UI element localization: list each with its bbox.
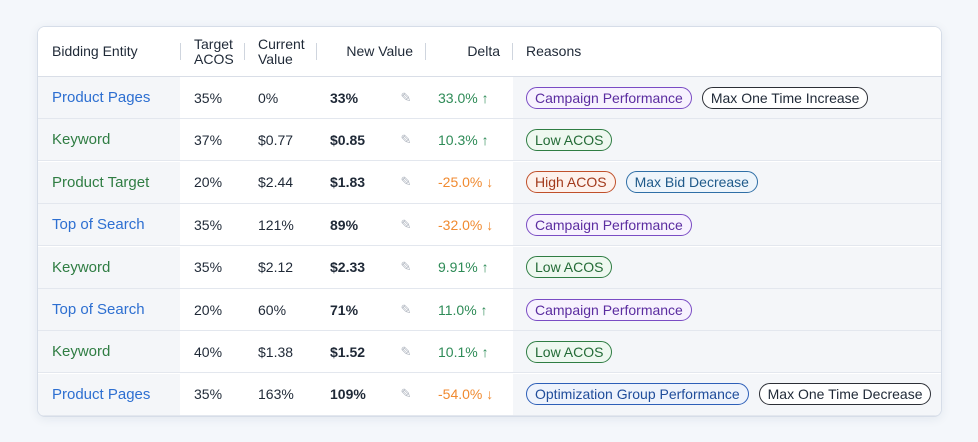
pencil-icon[interactable]: ✎	[400, 174, 412, 190]
column-divider[interactable]	[316, 43, 317, 60]
new-value[interactable]: 89%	[318, 204, 425, 246]
header-current-line1: Current	[258, 35, 305, 52]
reason-badge[interactable]: Max One Time Decrease	[758, 383, 932, 406]
header-reasons[interactable]: Reasons	[513, 27, 941, 76]
current-value: $1.38	[244, 331, 318, 373]
new-value[interactable]: 71%	[318, 289, 425, 330]
pencil-icon[interactable]: ✎	[400, 89, 412, 105]
current-value: 60%	[244, 289, 318, 330]
reasons-cell: Campaign Performance	[513, 289, 941, 330]
bidding-entity-link[interactable]: Product Pages	[38, 77, 180, 118]
reasons-cell: Low ACOS	[513, 246, 941, 288]
reason-badge[interactable]: High ACOS	[526, 171, 616, 194]
column-divider[interactable]	[244, 43, 245, 60]
current-value: 163%	[244, 373, 318, 415]
delta-value: -25.0% ↓	[425, 161, 513, 203]
header-current-line2: Value	[258, 50, 293, 67]
pencil-icon[interactable]: ✎	[400, 216, 412, 232]
delta-value: -32.0% ↓	[425, 204, 513, 246]
reason-badge[interactable]: Optimization Group Performance	[526, 383, 749, 406]
table-row: Keyword 40% $1.38 $1.52 ✎ 10.1% ↑ Low ACOS	[38, 331, 941, 374]
current-value: $2.12	[244, 246, 318, 288]
reasons-cell: Optimization Group Performance Max One Ti…	[513, 373, 941, 415]
column-divider[interactable]	[512, 43, 513, 60]
bidding-entity-link[interactable]: Product Pages	[38, 373, 180, 415]
target-acos: 20%	[180, 289, 244, 330]
pencil-icon[interactable]: ✎	[400, 343, 412, 359]
delta-value: 33.0% ↑	[425, 77, 513, 118]
current-value: $2.44	[244, 161, 318, 203]
header-target-acos[interactable]: Target ACOS	[180, 27, 244, 76]
target-acos: 35%	[180, 204, 244, 246]
reason-badge[interactable]: Campaign Performance	[526, 86, 692, 109]
reason-badge[interactable]: Campaign Performance	[526, 213, 692, 236]
table-row: Top of Search 35% 121% 89% ✎ -32.0% ↓ Campaign…	[38, 204, 941, 247]
delta-value: -54.0% ↓	[425, 373, 513, 415]
current-value: $0.77	[244, 119, 318, 161]
current-value: 121%	[244, 204, 318, 246]
reasons-cell: Campaign Performance	[513, 204, 941, 246]
bidding-entity-link[interactable]: Keyword	[38, 119, 180, 161]
new-value[interactable]: $1.83	[318, 161, 425, 203]
reason-badge[interactable]: Low ACOS	[526, 128, 613, 151]
bidding-entity-link[interactable]: Keyword	[38, 331, 180, 373]
bidding-entity-link[interactable]: Product Target	[38, 161, 180, 203]
header-target-line1: Target	[194, 35, 233, 52]
new-value[interactable]: $2.33	[318, 246, 425, 288]
new-value[interactable]: 33%	[318, 77, 425, 118]
new-value[interactable]: $0.85	[318, 119, 425, 161]
header-new-value[interactable]: New Value	[318, 27, 425, 76]
reason-badge[interactable]: Campaign Performance	[526, 298, 692, 321]
header-current-value[interactable]: Current Value	[244, 27, 318, 76]
reason-badge[interactable]: Max One Time Increase	[701, 86, 869, 109]
target-acos: 35%	[180, 373, 244, 415]
target-acos: 40%	[180, 331, 244, 373]
bidding-entity-link[interactable]: Top of Search	[38, 204, 180, 246]
reasons-cell: Low ACOS	[513, 119, 941, 161]
target-acos: 37%	[180, 119, 244, 161]
bidding-entity-link[interactable]: Keyword	[38, 246, 180, 288]
column-divider[interactable]	[180, 43, 181, 60]
pencil-icon[interactable]: ✎	[400, 301, 412, 317]
target-acos: 35%	[180, 77, 244, 118]
table-row: Product Pages 35% 0% 33% ✎ 33.0% ↑ Campaign Pe…	[38, 77, 941, 119]
reasons-cell: Campaign Performance Max One Time Increas…	[513, 77, 941, 118]
table-row: Keyword 35% $2.12 $2.33 ✎ 9.91% ↑ Low ACOS	[38, 246, 941, 289]
bidding-entity-link[interactable]: Top of Search	[38, 289, 180, 330]
new-value[interactable]: 109%	[318, 373, 425, 415]
delta-value: 10.3% ↑	[425, 119, 513, 161]
delta-value: 10.1% ↑	[425, 331, 513, 373]
new-value[interactable]: $1.52	[318, 331, 425, 373]
reasons-cell: Low ACOS	[513, 331, 941, 373]
reasons-cell: High ACOS Max Bid Decrease	[513, 161, 941, 203]
pencil-icon[interactable]: ✎	[400, 259, 412, 275]
delta-value: 11.0% ↑	[425, 289, 513, 330]
current-value: 0%	[244, 77, 318, 118]
pencil-icon[interactable]: ✎	[400, 131, 412, 147]
header-bidding-entity[interactable]: Bidding Entity	[38, 27, 180, 76]
target-acos: 35%	[180, 246, 244, 288]
delta-value: 9.91% ↑	[425, 246, 513, 288]
bid-changes-table: Bidding Entity Target ACOS Current Value N…	[37, 26, 942, 417]
reason-badge[interactable]: Low ACOS	[526, 340, 613, 363]
reason-badge[interactable]: Max Bid Decrease	[625, 171, 758, 194]
table-row: Product Pages 35% 163% 109% ✎ -54.0% ↓ Optimiz…	[38, 373, 941, 416]
target-acos: 20%	[180, 161, 244, 203]
reason-badge[interactable]: Low ACOS	[526, 256, 613, 279]
header-target-line2: ACOS	[194, 50, 234, 67]
header-delta[interactable]: Delta	[425, 27, 513, 76]
table-row: Keyword 37% $0.77 $0.85 ✎ 10.3% ↑ Low ACOS	[38, 119, 941, 162]
table-header: Bidding Entity Target ACOS Current Value N…	[38, 27, 941, 77]
pencil-icon[interactable]: ✎	[400, 386, 412, 402]
table-row: Top of Search 20% 60% 71% ✎ 11.0% ↑ Campaign P…	[38, 289, 941, 331]
column-divider[interactable]	[425, 43, 426, 60]
table-row: Product Target 20% $2.44 $1.83 ✎ -25.0% ↓ High…	[38, 161, 941, 204]
